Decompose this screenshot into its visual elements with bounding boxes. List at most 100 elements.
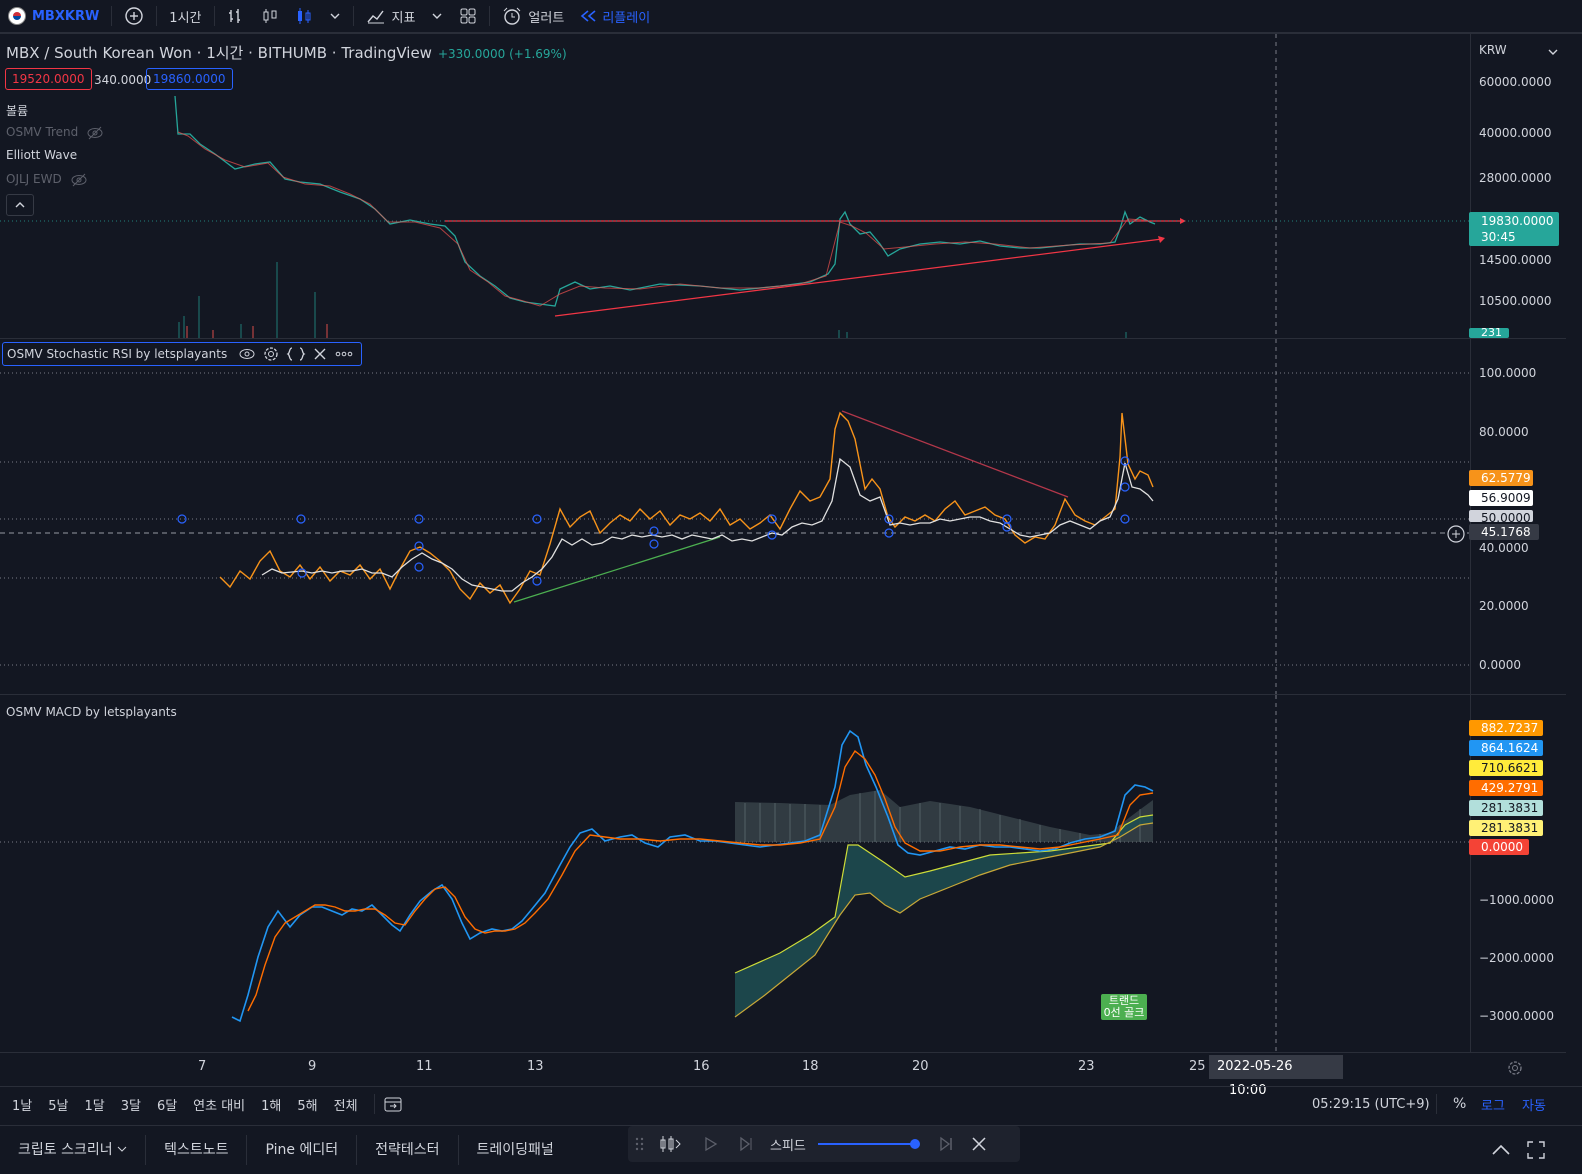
tab-trading-panel[interactable]: 트레이딩패널 xyxy=(476,1142,554,1158)
bar-countdown: 30:45 xyxy=(1481,230,1516,244)
price-chart xyxy=(0,34,1470,338)
maximize-icon[interactable] xyxy=(1527,1141,1545,1159)
ask-price-box[interactable]: 19860.0000 xyxy=(146,68,233,90)
chevron-down-icon[interactable] xyxy=(321,0,349,32)
time-tick: 18 xyxy=(802,1059,819,1074)
auto-toggle[interactable]: 자동 xyxy=(1522,1098,1546,1114)
crosshair-value-tag: 45.1768 xyxy=(1469,524,1539,540)
compare-add-icon[interactable] xyxy=(116,0,152,32)
gear-icon[interactable] xyxy=(1506,1059,1524,1077)
chevron-down-icon xyxy=(117,1146,127,1152)
stoch-title: OSMV Stochastic RSI by letsplayants xyxy=(7,347,228,361)
range-6m[interactable]: 6달 xyxy=(156,1098,178,1114)
price-tick: 60000.0000 xyxy=(1479,75,1552,89)
price-tick: 14500.0000 xyxy=(1479,253,1552,267)
indicator-volume[interactable]: 볼륨 xyxy=(6,104,29,118)
alert-label: 얼러트 xyxy=(528,10,565,26)
range-5y[interactable]: 5해 xyxy=(297,1098,318,1114)
stoch-tick: 20.0000 xyxy=(1479,599,1529,613)
collapse-legend-button[interactable] xyxy=(6,194,34,216)
indicator-elliott-wave[interactable]: Elliott Wave xyxy=(6,148,78,162)
select-bar-icon[interactable] xyxy=(658,1134,684,1154)
price-pane[interactable]: MBX / South Korean Won · 1시간 · BITHUMB ·… xyxy=(0,34,1470,338)
bid-price-box[interactable]: 19520.0000 xyxy=(5,68,92,90)
macd-tag: 882.7237 xyxy=(1469,720,1543,736)
add-crosshair-icon[interactable] xyxy=(1446,524,1466,544)
macd-pane[interactable]: OSMV MACD by letsplayants 트랜드 0선 골크 xyxy=(0,695,1470,1052)
more-icon[interactable] xyxy=(334,346,354,362)
eye-hidden-icon[interactable] xyxy=(70,173,88,187)
stoch-legend[interactable]: OSMV Stochastic RSI by letsplayants xyxy=(2,342,363,366)
crosshair-date: 2022-05-26 xyxy=(1217,1059,1293,1074)
stoch-tick: 0.0000 xyxy=(1479,658,1521,672)
time-axis[interactable]: 7 9 11 13 16 18 20 23 25 2022-05-26 10:0… xyxy=(0,1053,1470,1098)
top-toolbar: MBXKRW 1시간 지표 얼러트 리플레이 xyxy=(0,0,1582,34)
play-icon[interactable] xyxy=(700,1134,720,1154)
volume-tag: 231 xyxy=(1469,328,1509,338)
time-tick: 7 xyxy=(198,1059,207,1074)
crosshair-time-tag: 2022-05-26 10:00 xyxy=(1209,1055,1343,1098)
replay-label: 리플레이 xyxy=(602,10,651,26)
replay-button[interactable]: 리플레이 xyxy=(572,0,658,32)
range-5d[interactable]: 5날 xyxy=(48,1098,69,1114)
stoch-k-tag: 62.5779 xyxy=(1469,470,1533,486)
time-tick: 13 xyxy=(527,1059,544,1074)
source-code-icon[interactable] xyxy=(286,346,306,362)
symbol-search[interactable]: MBXKRW xyxy=(0,0,107,32)
rewind-icon xyxy=(581,10,596,22)
range-1m[interactable]: 1달 xyxy=(84,1098,105,1114)
stoch-axis[interactable]: 100.0000 80.0000 40.0000 20.0000 0.0000 … xyxy=(1469,339,1567,694)
layout-grid-icon[interactable] xyxy=(451,0,485,32)
macd-tick: −2000.0000 xyxy=(1479,951,1554,965)
price-axis[interactable]: KRW 60000.0000 40000.0000 28000.0000 145… xyxy=(1469,34,1567,338)
hollow-candle-icon[interactable] xyxy=(287,0,321,32)
tab-strategy-tester[interactable]: 전략테스터 xyxy=(357,1135,459,1165)
tab-crypto-screener[interactable]: 크립토 스크리너 xyxy=(0,1135,147,1165)
stoch-tick: 40.0000 xyxy=(1479,541,1529,555)
percent-toggle[interactable]: % xyxy=(1453,1096,1467,1112)
drag-handle-icon[interactable] xyxy=(634,1134,646,1154)
speed-slider[interactable] xyxy=(817,1137,920,1151)
log-toggle[interactable]: 로그 xyxy=(1481,1098,1505,1114)
indicator-ojlj-ewd[interactable]: OJLJ EWD xyxy=(6,172,88,187)
stoch-rsi-chart xyxy=(0,339,1470,694)
eye-hidden-icon[interactable] xyxy=(86,126,104,140)
price-tick: 40000.0000 xyxy=(1479,126,1552,140)
current-price-tag: 19830.0000 30:45 xyxy=(1469,212,1559,246)
range-1y[interactable]: 1해 xyxy=(261,1098,282,1114)
macd-title[interactable]: OSMV MACD by letsplayants xyxy=(6,705,177,719)
alert-button[interactable]: 얼러트 xyxy=(494,0,572,32)
bar-style-icon[interactable] xyxy=(219,0,253,32)
jump-to-realtime-icon[interactable] xyxy=(936,1134,956,1154)
range-ytd[interactable]: 연초 대비 xyxy=(193,1098,246,1114)
close-icon[interactable] xyxy=(312,346,328,362)
gear-icon[interactable] xyxy=(262,346,280,362)
range-3m[interactable]: 3달 xyxy=(120,1098,141,1114)
range-1d[interactable]: 1날 xyxy=(12,1098,33,1114)
macd-chart xyxy=(0,695,1470,1052)
macd-axis[interactable]: 882.7237 864.1624 710.6621 429.2791 281.… xyxy=(1469,695,1567,1052)
step-forward-icon[interactable] xyxy=(736,1134,756,1154)
currency-label[interactable]: KRW xyxy=(1479,43,1507,57)
clock[interactable]: 05:29:15 (UTC+9) xyxy=(1312,1096,1430,1112)
indicator-osmv-trend[interactable]: OSMV Trend xyxy=(6,125,104,140)
chevron-up-icon xyxy=(15,202,25,208)
interval-button[interactable]: 1시간 xyxy=(169,10,202,26)
indicators-button[interactable]: 지표 xyxy=(358,0,424,32)
tab-text-notes[interactable]: 텍스트노트 xyxy=(146,1135,248,1165)
tab-pine-editor[interactable]: Pine 에디터 xyxy=(247,1135,358,1165)
eye-icon[interactable] xyxy=(238,347,256,361)
range-all[interactable]: 전체 xyxy=(333,1098,358,1114)
candle-style-icon[interactable] xyxy=(253,0,287,32)
chart-legend-title: MBX / South Korean Won · 1시간 · BITHUMB ·… xyxy=(6,42,567,63)
macd-tick: −3000.0000 xyxy=(1479,1009,1554,1023)
goto-date-icon[interactable] xyxy=(383,1095,403,1113)
stoch-mid-tag: 50.0000 xyxy=(1469,510,1533,522)
chevron-up-icon[interactable] xyxy=(1491,1143,1511,1157)
chevron-down-icon[interactable] xyxy=(423,0,451,32)
time-tick: 25 xyxy=(1189,1059,1206,1074)
chevron-down-icon[interactable] xyxy=(1547,46,1559,58)
close-icon[interactable] xyxy=(970,1135,988,1153)
time-tick: 23 xyxy=(1078,1059,1095,1074)
stoch-rsi-pane[interactable]: OSMV Stochastic RSI by letsplayants xyxy=(0,339,1470,694)
